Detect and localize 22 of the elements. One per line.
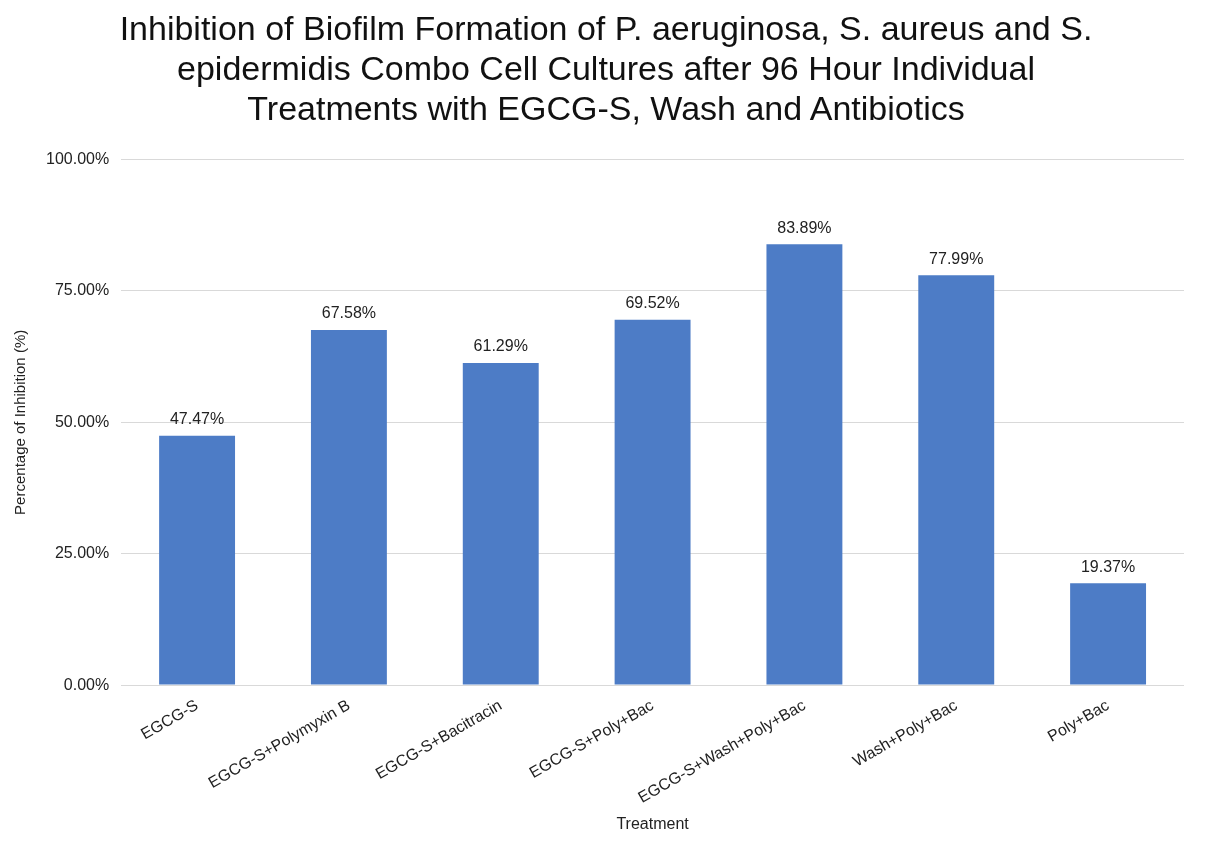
y-tick-label: 100.00% bbox=[45, 150, 110, 168]
bar bbox=[918, 275, 995, 685]
y-axis-title: Percentage of Inhibition (%) bbox=[11, 329, 29, 515]
data-label: 67.58% bbox=[321, 304, 377, 322]
y-tick-label: 0.00% bbox=[63, 675, 110, 693]
chart-title: Inhibition of Biofilm Formation of P. aeruginosa, S. aureus and S. epidermidis Combo Cell Cultures after 96 Hour Individual Treatments with EGCG-S, Wash and Antibiotics bbox=[118, 8, 1094, 128]
y-tick-label: 75.00% bbox=[54, 281, 110, 299]
y-tick-label: 25.00% bbox=[54, 544, 110, 562]
data-label: 19.37% bbox=[1080, 557, 1136, 575]
bar bbox=[614, 319, 691, 685]
bar bbox=[310, 329, 387, 685]
bar bbox=[159, 435, 236, 685]
data-label: 69.52% bbox=[625, 294, 680, 312]
data-label: 83.89% bbox=[777, 218, 832, 236]
bar bbox=[462, 363, 539, 685]
data-label: 47.47% bbox=[169, 410, 225, 428]
data-label: 61.29% bbox=[473, 337, 528, 355]
bar bbox=[766, 244, 843, 685]
bar bbox=[1070, 583, 1147, 685]
x-axis-title: Treatment bbox=[616, 814, 690, 832]
y-tick-label: 50.00% bbox=[54, 412, 110, 430]
data-label: 77.99% bbox=[929, 249, 984, 267]
